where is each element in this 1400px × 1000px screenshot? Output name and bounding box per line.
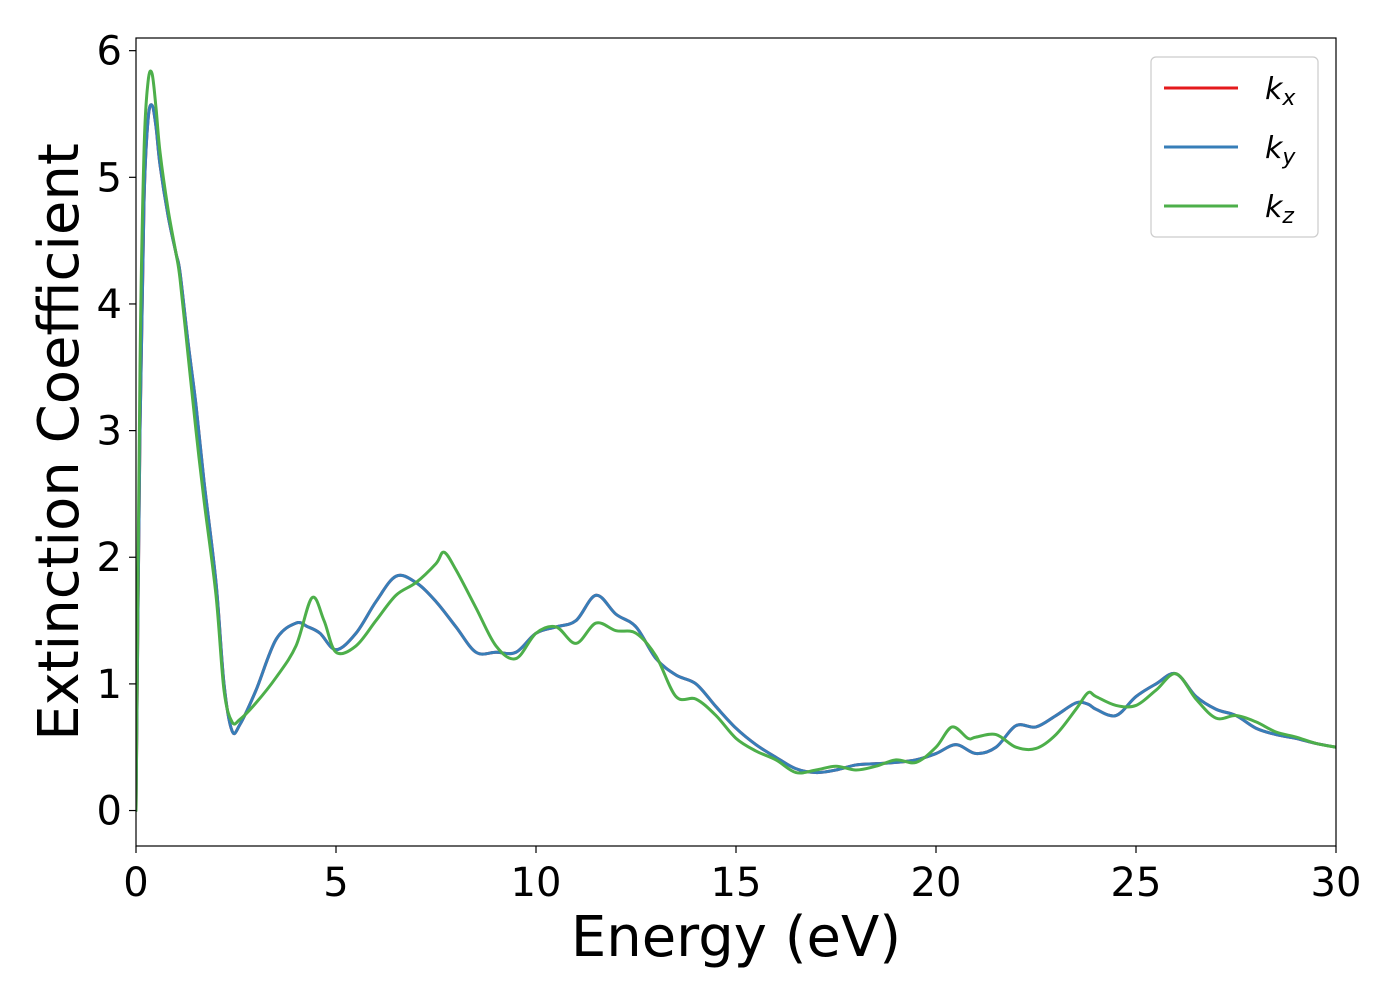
y-tick-label: 5 — [97, 155, 122, 201]
legend-label-z: kz — [1265, 190, 1294, 229]
x-tick-label: 0 — [123, 860, 148, 906]
x-tick-label: 30 — [1311, 860, 1362, 906]
legend-label-x: kx — [1265, 72, 1296, 111]
legend: kx ky kz — [1150, 56, 1319, 238]
legend-label-y: ky — [1265, 131, 1296, 170]
y-tick-label: 3 — [97, 409, 122, 455]
y-tick-label: 0 — [97, 789, 122, 835]
x-axis: 0 5 10 15 20 25 30 — [123, 846, 1361, 906]
series-layer — [136, 69, 1336, 813]
x-tick-label: 10 — [511, 860, 562, 906]
x-tick-label: 25 — [1111, 860, 1162, 906]
series-line-z — [136, 69, 1336, 813]
x-tick-label: 20 — [911, 860, 962, 906]
y-tick-label: 2 — [97, 535, 122, 581]
y-tick-label: 4 — [97, 282, 122, 328]
x-tick-label: 15 — [711, 860, 762, 906]
x-axis-title: Energy (eV) — [571, 905, 901, 970]
y-axis: 0 1 2 3 4 5 6 — [97, 29, 136, 835]
series-line-y — [136, 103, 1336, 813]
x-tick-label: 5 — [323, 860, 348, 906]
y-axis-title: Extinction Coefficient — [27, 143, 92, 741]
y-tick-label: 6 — [97, 29, 122, 75]
y-tick-label: 1 — [97, 662, 122, 708]
